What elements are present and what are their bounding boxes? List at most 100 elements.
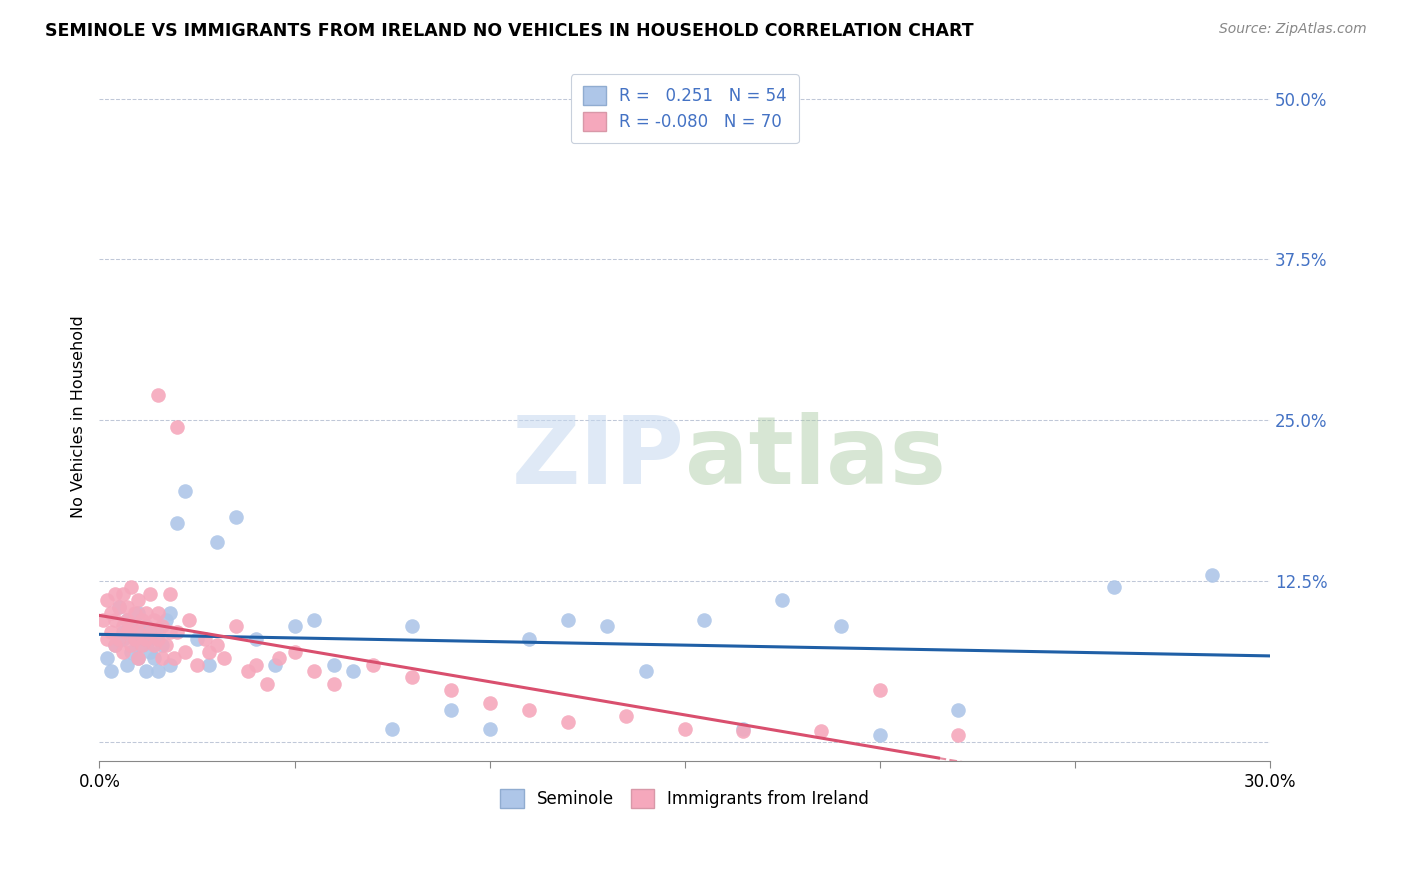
Point: [342, 664, 364, 678]
Point: [517, 632, 540, 646]
Point: [131, 613, 153, 627]
Point: [115, 625, 138, 640]
Point: [111, 625, 134, 640]
Point: [135, 664, 157, 678]
Y-axis label: No Vehicles in Household: No Vehicles in Household: [72, 316, 86, 518]
Point: [124, 632, 146, 646]
Point: [135, 632, 157, 646]
Text: ZIP: ZIP: [512, 412, 685, 504]
Point: [124, 606, 146, 620]
Point: [197, 645, 219, 659]
Point: [150, 619, 173, 633]
Point: [673, 722, 696, 736]
Point: [139, 645, 162, 659]
Point: [733, 724, 755, 739]
Point: [111, 619, 134, 633]
Point: [120, 581, 142, 595]
Point: [104, 613, 127, 627]
Point: [166, 516, 188, 530]
Legend: Seminole, Immigrants from Ireland: Seminole, Immigrants from Ireland: [494, 782, 876, 814]
Point: [100, 606, 122, 620]
Point: [104, 587, 127, 601]
Point: [120, 619, 142, 633]
Point: [693, 613, 716, 627]
Point: [111, 645, 134, 659]
Point: [120, 619, 142, 633]
Text: Source: ZipAtlas.com: Source: ZipAtlas.com: [1219, 22, 1367, 37]
Point: [143, 613, 166, 627]
Point: [166, 625, 188, 640]
Point: [143, 651, 166, 665]
Point: [127, 606, 149, 620]
Point: [155, 638, 177, 652]
Point: [236, 664, 259, 678]
Point: [139, 625, 162, 640]
Point: [143, 638, 166, 652]
Point: [108, 632, 131, 646]
Point: [131, 625, 153, 640]
Point: [135, 606, 157, 620]
Point: [162, 651, 184, 665]
Point: [111, 632, 134, 646]
Point: [150, 638, 173, 652]
Point: [225, 619, 247, 633]
Point: [322, 677, 344, 691]
Point: [302, 664, 325, 678]
Point: [127, 651, 149, 665]
Point: [946, 728, 969, 742]
Point: [830, 619, 852, 633]
Point: [225, 509, 247, 524]
Point: [194, 632, 217, 646]
Point: [100, 664, 122, 678]
Point: [770, 593, 793, 607]
Point: [96, 651, 118, 665]
Point: [179, 613, 201, 627]
Point: [115, 657, 138, 672]
Point: [146, 625, 169, 640]
Point: [135, 619, 157, 633]
Text: SEMINOLE VS IMMIGRANTS FROM IRELAND NO VEHICLES IN HOUSEHOLD CORRELATION CHART: SEMINOLE VS IMMIGRANTS FROM IRELAND NO V…: [45, 22, 973, 40]
Point: [115, 599, 138, 614]
Point: [1102, 581, 1125, 595]
Point: [104, 638, 127, 652]
Point: [284, 619, 307, 633]
Point: [186, 632, 208, 646]
Point: [361, 657, 384, 672]
Point: [440, 703, 463, 717]
Point: [322, 657, 344, 672]
Point: [733, 722, 755, 736]
Point: [256, 677, 278, 691]
Point: [946, 703, 969, 717]
Point: [517, 703, 540, 717]
Point: [91, 613, 114, 627]
Point: [1201, 567, 1223, 582]
Point: [205, 535, 228, 549]
Point: [614, 709, 637, 723]
Point: [245, 657, 267, 672]
Point: [150, 651, 173, 665]
Point: [810, 724, 832, 739]
Point: [557, 613, 579, 627]
Point: [159, 657, 181, 672]
Point: [159, 625, 181, 640]
Point: [146, 632, 169, 646]
Point: [245, 632, 267, 646]
Point: [401, 619, 423, 633]
Point: [115, 613, 138, 627]
Point: [869, 683, 891, 698]
Point: [401, 671, 423, 685]
Point: [127, 651, 149, 665]
Point: [127, 625, 149, 640]
Point: [267, 651, 290, 665]
Point: [127, 593, 149, 607]
Point: [214, 651, 236, 665]
Point: [205, 638, 228, 652]
Point: [111, 587, 134, 601]
Point: [146, 606, 169, 620]
Point: [146, 387, 169, 401]
Point: [174, 645, 197, 659]
Point: [139, 632, 162, 646]
Point: [284, 645, 307, 659]
Point: [478, 696, 501, 710]
Point: [120, 645, 142, 659]
